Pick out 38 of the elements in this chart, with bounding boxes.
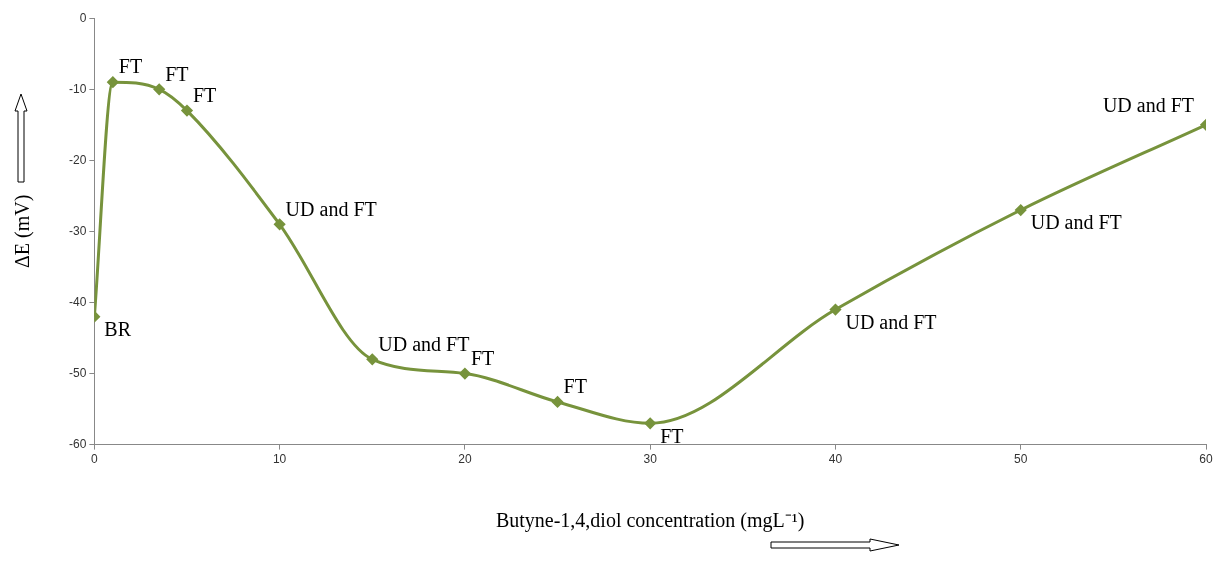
y-tick-label: -50 bbox=[69, 365, 87, 380]
point bbox=[107, 76, 119, 88]
x-axis-title: Butyne-1,4,diol concentration (mgL⁻¹) bbox=[495, 509, 805, 533]
point bbox=[829, 304, 841, 316]
annotation: FT bbox=[563, 375, 587, 398]
annotation: UD and FT bbox=[1102, 94, 1195, 117]
y-tick-label: 0 bbox=[79, 10, 87, 25]
y-tick-label: -10 bbox=[69, 81, 87, 96]
point bbox=[274, 218, 286, 230]
point bbox=[181, 105, 193, 117]
x-tick-label: 50 bbox=[1014, 452, 1028, 467]
y-tick-label: -30 bbox=[69, 223, 87, 238]
point bbox=[644, 417, 656, 429]
point bbox=[366, 353, 378, 365]
y-tick-label: -40 bbox=[69, 294, 87, 309]
annotation: FT bbox=[165, 62, 189, 85]
annotation: FT bbox=[470, 346, 495, 369]
point bbox=[1015, 204, 1027, 216]
x-tick-label: 30 bbox=[643, 452, 658, 467]
annotation: FT bbox=[660, 424, 684, 447]
annotation: BR bbox=[104, 317, 132, 340]
y-tick-label: -20 bbox=[69, 152, 87, 167]
point bbox=[552, 396, 564, 408]
annotation: FT bbox=[118, 55, 143, 78]
x-tick-label: 0 bbox=[91, 452, 98, 467]
x-tick-label: 40 bbox=[828, 452, 843, 467]
annotation: UD and FT bbox=[378, 332, 470, 355]
x-tick-label: 60 bbox=[1199, 452, 1213, 467]
annotation: UD and FT bbox=[285, 197, 377, 220]
annotation: UD and FT bbox=[1030, 211, 1122, 234]
x-tick-label: 10 bbox=[272, 452, 287, 467]
point bbox=[153, 83, 165, 95]
y-tick-label: -60 bbox=[69, 436, 87, 451]
point bbox=[459, 368, 471, 380]
annotation: FT bbox=[192, 83, 217, 106]
y-axis-title: ΔE (mV) bbox=[11, 194, 35, 269]
x-tick-label: 20 bbox=[458, 452, 472, 467]
annotation: UD and FT bbox=[845, 310, 937, 333]
